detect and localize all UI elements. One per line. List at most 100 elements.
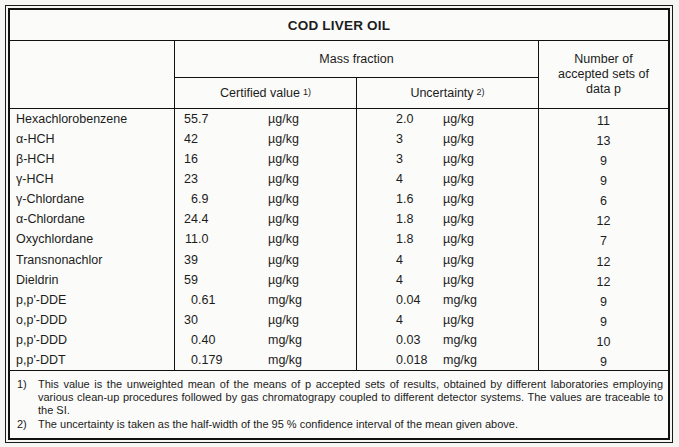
uncertainty-cell: 4 µg/kg: [357, 310, 539, 330]
uncertainty-number: 0: [357, 333, 403, 347]
certified-value-unit: µg/kg: [268, 192, 356, 206]
uncertainty-label: Uncertainty: [410, 86, 473, 100]
compound-name: α-HCH: [10, 129, 175, 149]
certified-value-cell: 24.4µg/kg: [175, 209, 357, 229]
certified-value-cell: 23 µg/kg: [175, 169, 357, 189]
uncertainty-number: 4: [357, 313, 403, 327]
accepted-sets-cell: 12: [539, 209, 668, 229]
certified-value-cell: 6.9µg/kg: [175, 189, 357, 209]
compound-name: p,p'-DDT: [10, 350, 175, 370]
uncertainty-cell: 3µg/kg: [357, 129, 539, 149]
certified-value-number: 16: [175, 152, 198, 166]
accepted-sets-cell: 10: [539, 330, 668, 350]
certified-value-cell: 55.7µg/kg: [175, 109, 357, 129]
uncertainty-cell: 1.8µg/kg: [357, 209, 539, 229]
accepted-sets-cell: 6: [539, 189, 668, 209]
certified-value-unit: mg/kg: [268, 333, 356, 347]
certified-value-number: 0: [175, 353, 198, 367]
certified-value-number: 23: [175, 172, 198, 186]
compound-name: o,p'-DDD: [10, 310, 175, 330]
document-page: COD LIVER OIL Mass fraction Number of ac…: [0, 0, 679, 447]
uncertainty-cell: 0.018mg/kg: [357, 350, 539, 370]
certified-value-unit: µg/kg: [268, 132, 356, 146]
footnote-ref-2: 2): [477, 87, 485, 97]
certified-value-cell: 16 µg/kg: [175, 149, 357, 169]
certified-value-label: Certified value: [220, 86, 300, 100]
accepted-sets-cell: 9: [539, 310, 668, 330]
footnotes: 1) This value is the unweighted mean of …: [10, 371, 668, 438]
uncertainty-number: 4: [357, 273, 403, 287]
certified-value-unit: µg/kg: [268, 172, 356, 186]
compound-name: Transnonachlor: [10, 250, 175, 270]
uncertainty-unit: mg/kg: [443, 333, 538, 347]
compound-name: γ-HCH: [10, 169, 175, 189]
uncertainty-cell: 1.8µg/kg: [357, 229, 539, 249]
compound-name: p,p'-DDD: [10, 330, 175, 350]
uncertainty-number: 1: [357, 192, 403, 206]
uncertainty-number: 3: [357, 152, 403, 166]
footnote-ref-1: 1): [303, 87, 311, 97]
certified-value-number: 11: [175, 232, 198, 246]
uncertainty-cell: 4 µg/kg: [357, 169, 539, 189]
certified-value-unit: µg/kg: [268, 152, 356, 166]
accepted-sets-cell: 11: [539, 109, 668, 129]
header-empty-cell: [10, 41, 175, 108]
accepted-sets-cell: 7: [539, 229, 668, 249]
certified-value-number: 6: [175, 192, 198, 206]
uncertainty-cell: 2.0µg/kg: [357, 109, 539, 129]
table-outer-frame: COD LIVER OIL Mass fraction Number of ac…: [5, 5, 673, 443]
certified-value-unit: mg/kg: [268, 293, 356, 307]
certified-value-number: 24: [175, 212, 198, 226]
accepted-sets-cell: 9: [539, 169, 668, 189]
compound-name: γ-Chlordane: [10, 189, 175, 209]
uncertainty-cell: 0.03mg/kg: [357, 330, 539, 350]
certified-value-unit: µg/kg: [268, 212, 356, 226]
uncertainty-number: 4: [357, 253, 403, 267]
certified-value-cell: 0.61mg/kg: [175, 290, 357, 310]
footnote-1-text: This value is the unweighted mean of the…: [38, 378, 665, 418]
compound-name: α-Chlordane: [10, 209, 175, 229]
table-body: Hexachlorobenzene 55.7µg/kg 2.0µg/kg 11 …: [10, 109, 668, 371]
uncertainty-unit: µg/kg: [443, 212, 538, 226]
certified-value-cell: 11.0µg/kg: [175, 229, 357, 249]
certified-value-number: 39: [175, 253, 198, 267]
certified-value-unit: µg/kg: [268, 313, 356, 327]
uncertainty-unit: mg/kg: [443, 353, 538, 367]
certified-value-unit: µg/kg: [268, 273, 356, 287]
uncertainty-unit: µg/kg: [443, 253, 538, 267]
uncertainty-cell: 1.6µg/kg: [357, 189, 539, 209]
uncertainty-cell: 4 µg/kg: [357, 270, 539, 290]
header-uncertainty: Uncertainty 2): [357, 78, 539, 108]
uncertainty-number: 0: [357, 353, 403, 367]
header-number-of-sets: Number of accepted sets of data p: [539, 41, 668, 108]
cod-liver-oil-table: COD LIVER OIL Mass fraction Number of ac…: [8, 8, 670, 440]
certified-value-cell: 30 µg/kg: [175, 310, 357, 330]
compound-name: Hexachlorobenzene: [10, 109, 175, 129]
uncertainty-cell: 4 µg/kg: [357, 250, 539, 270]
uncertainty-unit: µg/kg: [443, 172, 538, 186]
certified-value-number: 30: [175, 313, 198, 327]
uncertainty-number: 3: [357, 132, 403, 146]
certified-value-unit: µg/kg: [268, 112, 356, 126]
certified-value-cell: 0.40mg/kg: [175, 330, 357, 350]
uncertainty-unit: µg/kg: [443, 232, 538, 246]
uncertainty-unit: µg/kg: [443, 313, 538, 327]
header-certified-value: Certified value1): [175, 78, 357, 108]
uncertainty-number: 4: [357, 172, 403, 186]
uncertainty-unit: µg/kg: [443, 192, 538, 206]
uncertainty-unit: µg/kg: [443, 273, 538, 287]
uncertainty-cell: 0.04mg/kg: [357, 290, 539, 310]
table-title: COD LIVER OIL: [10, 10, 668, 41]
certified-value-number: 0: [175, 333, 198, 347]
compound-name: Dieldrin: [10, 270, 175, 290]
footnote-2: 2) The uncertainty is taken as the half-…: [17, 418, 665, 431]
accepted-sets-cell: 9: [539, 290, 668, 310]
compound-name: p,p'-DDE: [10, 290, 175, 310]
header-mass-fraction: Mass fraction: [175, 41, 539, 78]
certified-value-number: 0: [175, 293, 198, 307]
certified-value-number: 55: [175, 112, 198, 126]
uncertainty-cell: 3µg/kg: [357, 149, 539, 169]
accepted-sets-cell: 9: [539, 350, 668, 370]
footnote-1-marker: 1): [17, 378, 38, 418]
footnote-1: 1) This value is the unweighted mean of …: [17, 378, 665, 418]
